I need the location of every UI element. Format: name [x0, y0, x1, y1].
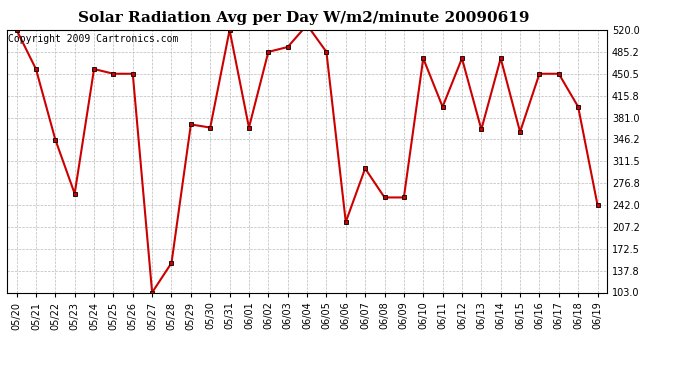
Text: Copyright 2009 Cartronics.com: Copyright 2009 Cartronics.com [8, 34, 179, 44]
Text: Solar Radiation Avg per Day W/m2/minute 20090619: Solar Radiation Avg per Day W/m2/minute … [78, 11, 529, 25]
